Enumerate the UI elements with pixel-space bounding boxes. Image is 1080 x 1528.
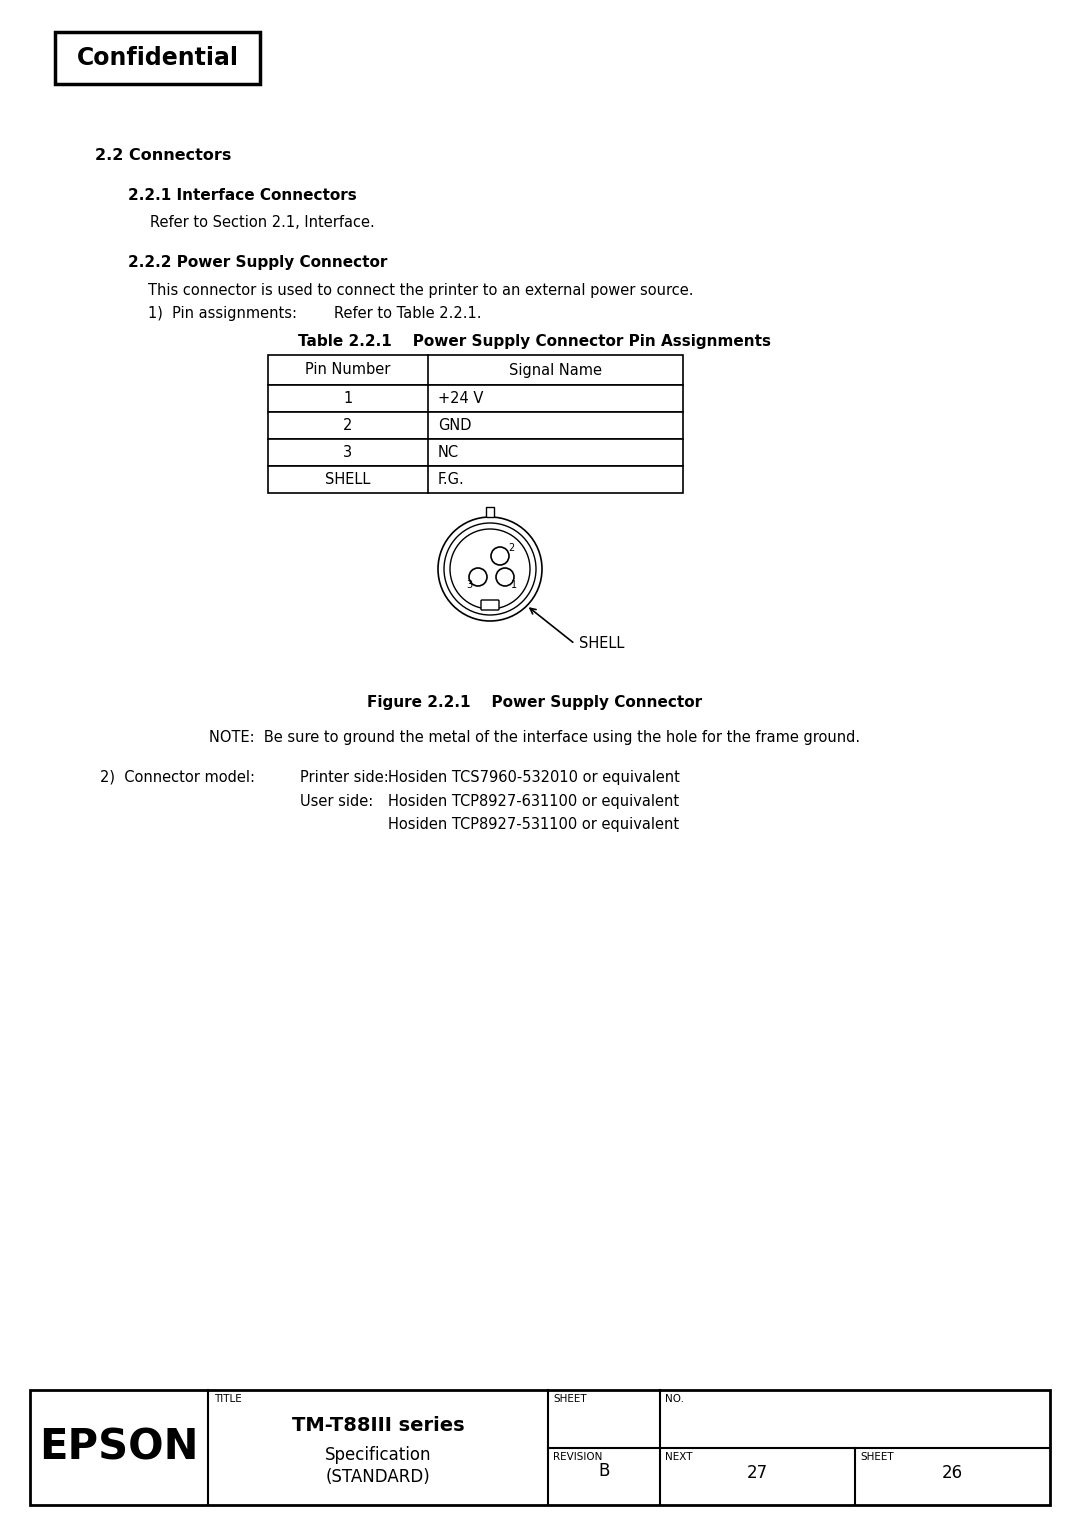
Bar bbox=[268, 413, 683, 439]
Text: 2: 2 bbox=[508, 542, 514, 553]
Bar bbox=[268, 354, 683, 385]
Text: F.G.: F.G. bbox=[438, 472, 464, 487]
Circle shape bbox=[444, 523, 536, 614]
Text: Figure 2.2.1    Power Supply Connector: Figure 2.2.1 Power Supply Connector bbox=[367, 695, 703, 711]
FancyBboxPatch shape bbox=[481, 601, 499, 610]
Text: Refer to Section 2.1, Interface.: Refer to Section 2.1, Interface. bbox=[150, 215, 375, 231]
Text: Hosiden TCP8927-531100 or equivalent: Hosiden TCP8927-531100 or equivalent bbox=[388, 817, 679, 833]
Text: 1)  Pin assignments:        Refer to Table 2.2.1.: 1) Pin assignments: Refer to Table 2.2.1… bbox=[148, 306, 482, 321]
Text: NC: NC bbox=[438, 445, 459, 460]
Text: SHELL: SHELL bbox=[325, 472, 370, 487]
Text: Pin Number: Pin Number bbox=[306, 362, 391, 377]
Text: B: B bbox=[598, 1462, 610, 1481]
Bar bbox=[30, 1390, 1050, 1505]
Text: GND: GND bbox=[438, 419, 472, 432]
Text: Specification: Specification bbox=[325, 1445, 431, 1464]
Text: 2)  Connector model:: 2) Connector model: bbox=[100, 770, 255, 785]
Text: NO.: NO. bbox=[665, 1394, 684, 1404]
Text: 3: 3 bbox=[465, 581, 472, 590]
Circle shape bbox=[438, 516, 542, 620]
Text: 3: 3 bbox=[343, 445, 352, 460]
Text: +24 V: +24 V bbox=[438, 391, 484, 406]
Text: SHEET: SHEET bbox=[860, 1452, 893, 1461]
Text: Hosiden TCS7960-532010 or equivalent: Hosiden TCS7960-532010 or equivalent bbox=[388, 770, 680, 785]
Text: EPSON: EPSON bbox=[39, 1427, 199, 1468]
Text: 1: 1 bbox=[343, 391, 353, 406]
Text: 2.2.1 Interface Connectors: 2.2.1 Interface Connectors bbox=[129, 188, 356, 203]
Circle shape bbox=[469, 568, 487, 587]
Bar bbox=[55, 32, 260, 84]
Circle shape bbox=[496, 568, 514, 587]
Text: Signal Name: Signal Name bbox=[509, 362, 602, 377]
Text: 1: 1 bbox=[511, 581, 517, 590]
Circle shape bbox=[450, 529, 530, 610]
Text: TITLE: TITLE bbox=[214, 1394, 242, 1404]
Text: 2: 2 bbox=[343, 419, 353, 432]
Text: 26: 26 bbox=[942, 1464, 963, 1482]
Text: NOTE:  Be sure to ground the metal of the interface using the hole for the frame: NOTE: Be sure to ground the metal of the… bbox=[210, 730, 861, 746]
Text: Hosiden TCP8927-631100 or equivalent: Hosiden TCP8927-631100 or equivalent bbox=[388, 795, 679, 808]
Bar bbox=[268, 439, 683, 466]
Text: SHEET: SHEET bbox=[553, 1394, 586, 1404]
Text: This connector is used to connect the printer to an external power source.: This connector is used to connect the pr… bbox=[148, 283, 693, 298]
Text: Printer side:: Printer side: bbox=[300, 770, 389, 785]
Text: REVISION: REVISION bbox=[553, 1452, 603, 1461]
Bar bbox=[486, 507, 494, 516]
Circle shape bbox=[491, 547, 509, 565]
Text: SHELL: SHELL bbox=[579, 637, 624, 651]
Bar bbox=[268, 385, 683, 413]
Bar bbox=[268, 466, 683, 494]
Text: (STANDARD): (STANDARD) bbox=[326, 1468, 430, 1487]
Text: 2.2 Connectors: 2.2 Connectors bbox=[95, 148, 231, 163]
Text: NEXT: NEXT bbox=[665, 1452, 692, 1461]
Text: TM-T88III series: TM-T88III series bbox=[292, 1416, 464, 1435]
Text: 2.2.2 Power Supply Connector: 2.2.2 Power Supply Connector bbox=[129, 255, 388, 270]
Text: Table 2.2.1    Power Supply Connector Pin Assignments: Table 2.2.1 Power Supply Connector Pin A… bbox=[298, 335, 771, 348]
Text: User side:: User side: bbox=[300, 795, 374, 808]
Text: Confidential: Confidential bbox=[77, 46, 239, 70]
Text: 27: 27 bbox=[747, 1464, 768, 1482]
